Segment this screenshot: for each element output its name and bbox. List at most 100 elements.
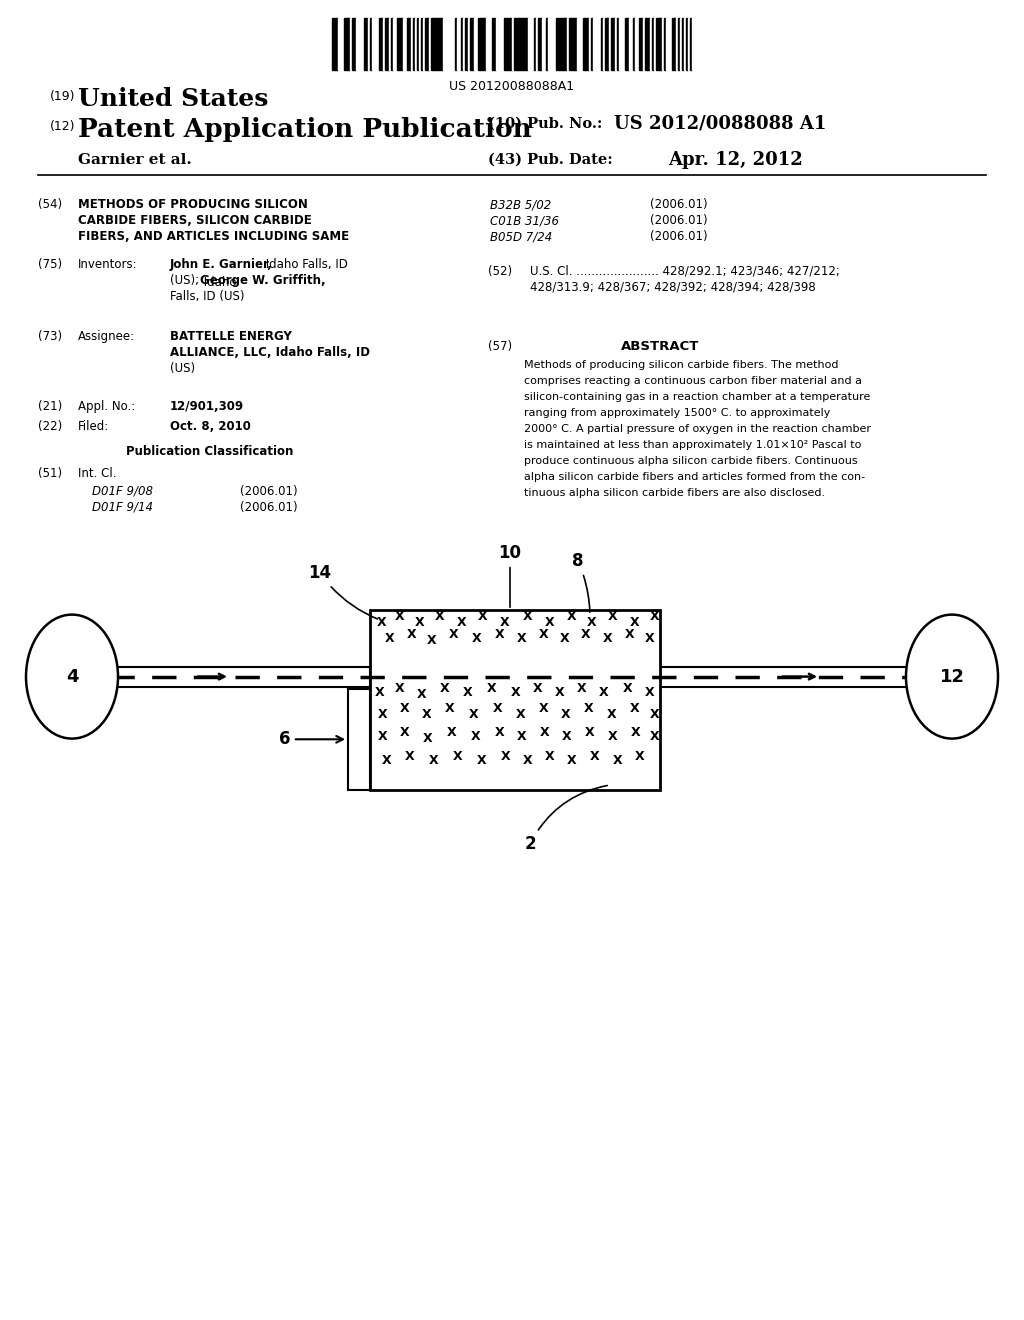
Text: X: X — [400, 726, 410, 738]
Bar — [537, 18, 539, 70]
Text: X: X — [645, 632, 654, 645]
Bar — [354, 18, 356, 70]
Bar — [437, 18, 439, 70]
Text: X: X — [400, 702, 410, 715]
Bar — [371, 18, 373, 70]
Text: X: X — [487, 681, 497, 694]
Text: United States: United States — [78, 87, 268, 111]
Bar — [433, 18, 435, 70]
Bar — [409, 18, 411, 70]
Bar — [504, 18, 506, 70]
Text: X: X — [378, 730, 388, 743]
Bar — [692, 18, 694, 70]
Bar — [421, 18, 423, 70]
Text: alpha silicon carbide fibers and articles formed from the con-: alpha silicon carbide fibers and article… — [524, 473, 865, 482]
Bar — [500, 18, 502, 70]
Text: X: X — [382, 754, 392, 767]
Text: X: X — [645, 686, 654, 700]
Text: (US);: (US); — [170, 275, 203, 286]
Text: (US): (US) — [170, 362, 196, 375]
Bar — [670, 18, 672, 70]
Text: X: X — [523, 610, 532, 623]
Bar — [383, 18, 385, 70]
Text: (73): (73) — [38, 330, 62, 343]
Text: BATTELLE ENERGY: BATTELLE ENERGY — [170, 330, 292, 343]
Text: X: X — [608, 730, 617, 743]
Bar — [338, 18, 340, 70]
Text: 2: 2 — [524, 785, 607, 853]
Bar — [375, 18, 377, 70]
Bar — [630, 18, 632, 70]
Text: Garnier et al.: Garnier et al. — [78, 153, 191, 168]
Text: 428/313.9; 428/367; 428/392; 428/394; 428/398: 428/313.9; 428/367; 428/392; 428/394; 42… — [530, 281, 816, 294]
Text: 12: 12 — [939, 668, 965, 685]
Text: X: X — [567, 755, 577, 767]
Bar — [468, 18, 470, 70]
Bar — [492, 18, 494, 70]
Bar — [622, 18, 624, 70]
Bar — [647, 18, 649, 70]
Text: X: X — [608, 610, 617, 623]
Bar — [489, 18, 492, 70]
Bar — [391, 18, 392, 70]
Bar — [498, 18, 500, 70]
Text: X: X — [590, 750, 600, 763]
Text: X: X — [477, 755, 486, 767]
Text: Apr. 12, 2012: Apr. 12, 2012 — [668, 150, 803, 169]
Bar — [400, 18, 402, 70]
Bar — [379, 18, 381, 70]
Bar — [587, 18, 589, 70]
Text: X: X — [630, 702, 640, 715]
Text: X: X — [377, 615, 387, 628]
Text: X: X — [423, 731, 433, 744]
Bar — [649, 18, 651, 70]
Bar — [690, 18, 692, 70]
Text: (12): (12) — [50, 120, 76, 133]
Text: produce continuous alpha silicon carbide fibers. Continuous: produce continuous alpha silicon carbide… — [524, 455, 858, 466]
Bar — [358, 18, 360, 70]
Bar — [470, 18, 472, 70]
Bar — [662, 18, 664, 70]
Bar — [510, 18, 512, 70]
Bar — [626, 18, 628, 70]
Bar — [352, 18, 354, 70]
Bar — [483, 18, 485, 70]
Bar — [472, 18, 473, 70]
Bar — [597, 18, 599, 70]
Bar — [479, 18, 481, 70]
Bar — [589, 18, 591, 70]
Bar — [332, 18, 334, 70]
Bar — [613, 18, 615, 70]
Text: X: X — [415, 616, 425, 630]
Text: X: X — [585, 726, 595, 738]
Bar — [336, 18, 338, 70]
Bar — [556, 18, 558, 70]
Text: D01F 9/08: D01F 9/08 — [92, 484, 153, 498]
Text: X: X — [567, 610, 577, 623]
Bar — [593, 18, 595, 70]
Bar — [688, 18, 690, 70]
Bar — [431, 18, 433, 70]
Bar — [506, 18, 508, 70]
Bar — [560, 18, 562, 70]
Bar — [530, 18, 532, 70]
Bar — [330, 18, 332, 70]
Bar — [653, 18, 655, 70]
Bar — [545, 18, 547, 70]
Bar — [369, 18, 371, 70]
Text: X: X — [584, 702, 594, 715]
Bar — [577, 18, 579, 70]
Bar — [520, 18, 522, 70]
Bar — [547, 18, 549, 70]
Text: B05D 7/24: B05D 7/24 — [490, 230, 552, 243]
Text: X: X — [447, 726, 457, 738]
Bar — [579, 18, 581, 70]
Text: X: X — [511, 686, 521, 700]
Bar — [591, 18, 593, 70]
Text: US 20120088088A1: US 20120088088A1 — [450, 81, 574, 92]
Bar — [657, 18, 659, 70]
Bar — [672, 18, 674, 70]
Text: X: X — [395, 610, 404, 623]
Text: X: X — [408, 627, 417, 640]
Bar — [494, 18, 496, 70]
